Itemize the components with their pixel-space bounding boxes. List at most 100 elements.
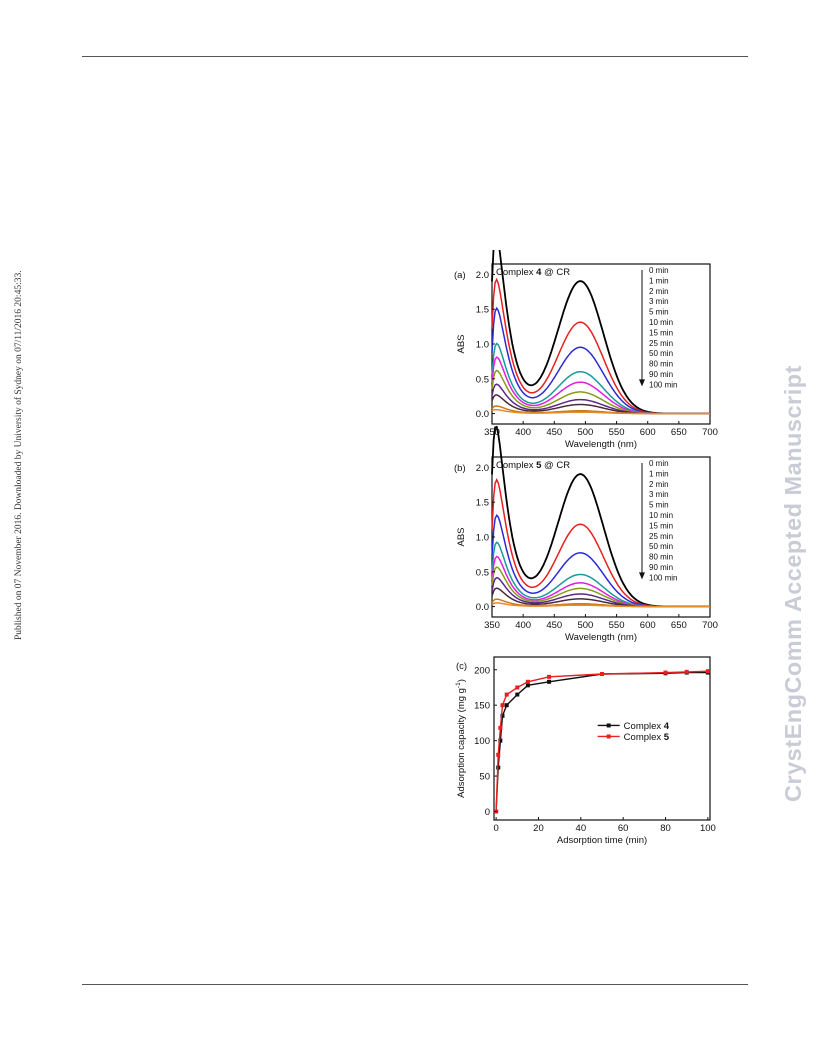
y-tick-label: 1.5	[476, 498, 489, 509]
adsorption-figure: 350 400 450 500 550 600 650 700 0.0 0.5 1.0 1.5 2.0 W…	[440, 250, 730, 850]
data-point	[504, 703, 509, 708]
x-tick-label: 400	[515, 427, 531, 438]
legend-entry: 5 min	[649, 501, 669, 510]
legend-entry: 50 min	[649, 349, 673, 358]
panel-label: (a)	[454, 270, 466, 281]
legend-entry: 25 min	[649, 339, 673, 348]
capacity-line-1	[495, 670, 708, 812]
header-rule	[82, 56, 748, 57]
accepted-manuscript-watermark: CrystEngComm Accepted Manuscript	[780, 365, 806, 802]
legend-entry: 90 min	[649, 563, 673, 572]
legend-entry: Complex 5	[624, 732, 670, 743]
legend-entry: 100 min	[649, 380, 677, 389]
time-arrow-head	[639, 572, 645, 580]
data-point	[525, 683, 530, 688]
y-tick-label: 0	[485, 807, 490, 818]
legend-entry: 2 min	[649, 287, 669, 296]
publication-side-note: Published on 07 November 2016. Downloade…	[14, 270, 24, 640]
legend-entry: 80 min	[649, 553, 673, 562]
legend-entry: 15 min	[649, 328, 673, 337]
data-point	[500, 703, 505, 708]
legend-marker	[606, 734, 611, 739]
legend-entry: 1 min	[649, 276, 669, 285]
y-tick-label: 150	[474, 701, 490, 712]
x-tick-label: 700	[702, 427, 718, 438]
x-tick-label: 100	[700, 823, 716, 834]
spectrum-curve-1	[491, 478, 710, 608]
legend-entry: 2 min	[649, 480, 669, 489]
x-tick-label: 450	[546, 427, 562, 438]
panel-label: (c)	[456, 661, 467, 672]
data-point	[498, 738, 503, 743]
panel-annotation: Complex 4 @ CR	[496, 267, 570, 278]
x-tick-label: 350	[484, 620, 500, 631]
legend-entry: 25 min	[649, 532, 673, 541]
spectrum-curve-9	[491, 602, 710, 608]
spectrum-curve-2	[491, 513, 710, 608]
y-axis-label: ABS	[456, 334, 467, 353]
x-tick-label: 500	[577, 620, 593, 631]
y-tick-label: 100	[474, 736, 490, 747]
data-point	[547, 674, 552, 679]
x-tick-label: 550	[609, 620, 625, 631]
y-tick-label: 1.0	[476, 533, 489, 544]
time-arrow-head	[639, 379, 645, 387]
y-axis-label: ABS	[456, 527, 467, 546]
plot-frame	[491, 456, 711, 618]
x-tick-label: 60	[618, 823, 629, 834]
x-tick-label: 20	[533, 823, 544, 834]
x-tick-label: 350	[484, 427, 500, 438]
y-tick-label: 1.5	[476, 305, 489, 316]
legend-entry: 0 min	[649, 459, 669, 468]
legend-entry: 80 min	[649, 360, 673, 369]
x-tick-label: 500	[577, 427, 593, 438]
data-point	[600, 672, 604, 677]
data-point	[684, 669, 689, 674]
x-tick-label: 40	[576, 823, 587, 834]
legend-entry: 10 min	[649, 318, 673, 327]
x-tick-label: 600	[640, 620, 656, 631]
data-point	[547, 679, 552, 684]
x-tick-label: 700	[702, 620, 718, 631]
legend-entry: 0 min	[649, 266, 669, 275]
data-point	[496, 752, 501, 757]
x-axis-label: Wavelength (nm)	[565, 439, 637, 450]
data-point	[515, 685, 520, 690]
legend-entry: 10 min	[649, 511, 673, 520]
x-tick-label: 80	[660, 823, 671, 834]
x-tick-label: 600	[640, 427, 656, 438]
legend-entry: 50 min	[649, 542, 673, 551]
footer-rule	[82, 984, 748, 985]
plot-frame	[493, 656, 711, 821]
data-point	[515, 692, 520, 697]
capacity-line-0	[495, 671, 708, 812]
legend-entry: 3 min	[649, 490, 669, 499]
data-point	[498, 725, 503, 730]
y-tick-label: 2.0	[476, 463, 489, 474]
x-tick-label: 450	[546, 620, 562, 631]
panel-annotation: Complex 5 @ CR	[496, 460, 570, 471]
x-tick-label: 650	[671, 427, 687, 438]
legend-entry: 1 min	[649, 469, 669, 478]
legend-entry: 90 min	[649, 370, 673, 379]
legend-entry: 15 min	[649, 521, 673, 530]
legend-entry: 5 min	[649, 308, 669, 317]
x-axis-label: Adsorption time (min)	[557, 835, 647, 846]
y-tick-label: 200	[474, 665, 490, 676]
legend-entry: 100 min	[649, 573, 677, 582]
data-point	[500, 713, 505, 718]
x-tick-label: 650	[671, 620, 687, 631]
spectrum-curve-9	[491, 408, 710, 415]
data-point	[663, 670, 668, 675]
figure-canvas: 350 400 450 500 550 600 650 7000.00.51.01.52.0W…	[454, 250, 718, 846]
x-axis-label: Wavelength (nm)	[565, 632, 637, 643]
y-tick-label: 0.0	[476, 409, 489, 420]
data-point	[525, 679, 530, 684]
y-tick-label: 2.0	[476, 270, 489, 281]
y-tick-label: 0.5	[476, 374, 489, 385]
y-tick-label: 0.5	[476, 567, 489, 578]
data-point	[504, 692, 509, 697]
legend-entry: 3 min	[649, 297, 669, 306]
x-tick-label: 0	[493, 823, 498, 834]
data-point	[705, 669, 710, 674]
